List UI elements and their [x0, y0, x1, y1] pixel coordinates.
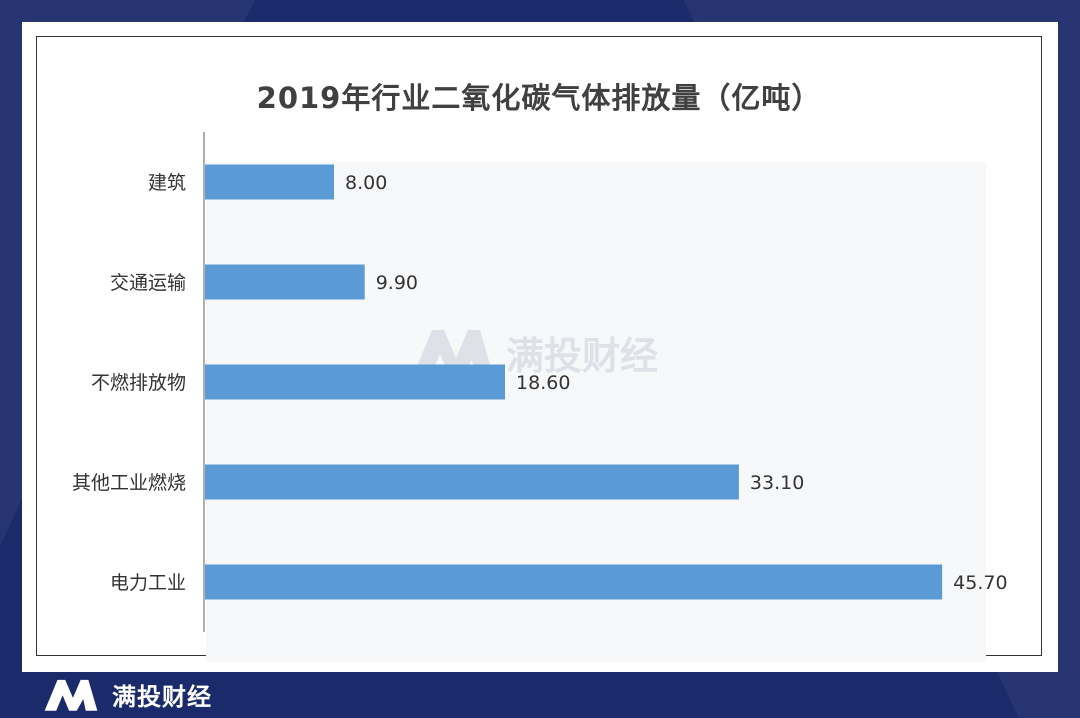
chart-frame: 2019年行业二氧化碳气体排放量（亿吨）	[36, 36, 1042, 656]
bar	[205, 164, 335, 200]
data-label: 33.10	[750, 472, 804, 494]
watermark-text: 满投财经	[506, 333, 659, 378]
category-label: 建筑	[148, 172, 186, 194]
bar	[205, 264, 365, 300]
bar	[205, 564, 943, 600]
category-label: 其他工业燃烧	[72, 472, 186, 494]
chart-title: 2019年行业二氧化碳气体排放量（亿吨）	[256, 81, 822, 115]
chart-panel: 2019年行业二氧化碳气体排放量（亿吨） 满投财经 建筑 8.00 交通运输 9.90…	[22, 22, 1058, 672]
data-label: 9.90	[376, 272, 418, 294]
data-label: 8.00	[345, 172, 387, 194]
category-label: 不燃排放物	[91, 372, 186, 394]
footer-brand: 满投财经	[40, 676, 212, 712]
brand-name: 满投财经	[112, 682, 212, 711]
bar	[205, 464, 739, 500]
category-label: 交通运输	[110, 272, 186, 294]
brand-logo-icon	[44, 679, 98, 711]
bar	[205, 364, 506, 400]
data-label: 18.60	[516, 372, 570, 394]
category-label: 电力工业	[110, 572, 186, 594]
bar-chart: 建筑 8.00 交通运输 9.90 不燃排放物 18.60 其他工业燃烧 33.10 电力工业 4…	[72, 132, 1008, 632]
data-label: 45.70	[953, 572, 1007, 594]
